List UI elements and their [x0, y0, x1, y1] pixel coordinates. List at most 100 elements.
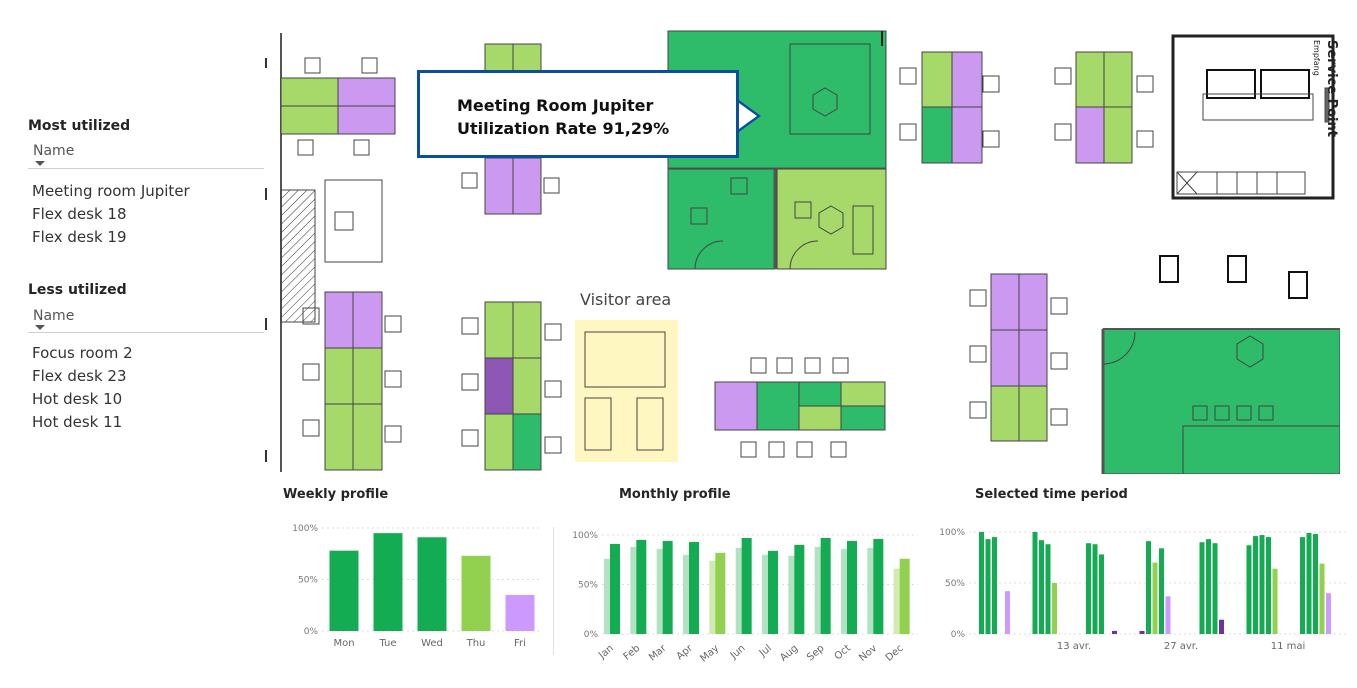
monthly-bar: [662, 540, 673, 634]
x-tick-label: Nov: [857, 643, 879, 664]
period-bar: [1306, 533, 1312, 634]
y-tick-label: 100%: [939, 528, 965, 538]
desk: [840, 381, 886, 407]
x-tick-label: Jun: [728, 643, 748, 662]
monthly-bar: [820, 537, 831, 634]
list-item[interactable]: Hot desk 11: [32, 413, 123, 431]
y-tick-label: 0%: [951, 630, 966, 640]
x-tick-label: Thu: [466, 638, 486, 649]
x-tick-label: 13 avr.: [1057, 641, 1091, 652]
most-utilized-list: Meeting room Jupiter Flex desk 18 Flex d…: [32, 180, 190, 249]
selected-period-chart: 0% 50% 100% 13 avr. 27 avr. 11 mai: [935, 510, 1350, 655]
monthly-bar-prev: [841, 548, 851, 634]
weekly-bar: [505, 594, 535, 631]
list-item[interactable]: Focus room 2: [32, 344, 133, 362]
monthly-bar: [794, 544, 805, 634]
period-bar: [1045, 544, 1051, 634]
period-bar: [1039, 540, 1044, 634]
weekly-profile-title: Weekly profile: [283, 487, 389, 502]
desk: [484, 357, 514, 415]
conference-room: [1102, 328, 1340, 474]
period-bar: [1086, 543, 1091, 634]
period-bar: [1152, 562, 1158, 634]
tooltip-utilization: Utilization Rate 91,29%: [457, 119, 670, 138]
less-utilized-list: Focus room 2 Flex desk 23 Hot desk 10 Ho…: [32, 342, 133, 434]
monthly-bar: [689, 541, 699, 634]
list-item[interactable]: Flex desk 18: [32, 205, 127, 223]
weekly-bar: [329, 550, 359, 631]
period-bar: [1259, 535, 1265, 634]
monthly-bar: [768, 550, 778, 634]
sort-caret-icon[interactable]: [35, 161, 45, 166]
y-tick-label: 0%: [584, 630, 599, 640]
monthly-bar-prev: [604, 558, 614, 634]
period-bar: [992, 537, 997, 634]
monthly-bar: [636, 539, 647, 634]
x-tick-label: Oct: [833, 643, 853, 663]
monthly-bar-prev: [867, 547, 878, 634]
divider: [28, 332, 264, 333]
period-bar: [1219, 619, 1224, 634]
desk: [921, 106, 953, 164]
weekly-bar: [417, 537, 447, 631]
x-tick-label: Sep: [805, 643, 827, 664]
list-item[interactable]: Meeting room Jupiter: [32, 182, 190, 200]
desk: [951, 106, 983, 164]
desk: [714, 381, 758, 431]
period-bar: [1272, 568, 1278, 634]
y-tick-label: 100%: [292, 524, 318, 534]
floor-plan: Service Point Empfang: [265, 28, 1340, 474]
focus-room: [667, 168, 776, 270]
period-bar: [1139, 630, 1145, 634]
monthly-bar-prev: [656, 548, 667, 634]
y-tick-label: 100%: [572, 531, 598, 541]
monthly-bar: [741, 537, 752, 634]
list-item[interactable]: Flex desk 19: [32, 228, 127, 246]
y-tick-label: 50%: [298, 576, 318, 586]
y-tick-label: 0%: [304, 627, 319, 637]
x-tick-label: May: [698, 643, 721, 665]
desk: [1103, 51, 1133, 108]
y-tick-label: 50%: [945, 579, 965, 589]
monthly-bar-prev: [683, 554, 693, 634]
desk: [921, 51, 953, 108]
desk: [756, 381, 800, 431]
period-bar: [1319, 563, 1325, 634]
weekly-bar: [461, 555, 491, 631]
monthly-profile-title: Monthly profile: [619, 487, 731, 502]
tooltip: Meeting Room Jupiter Utilization Rate 91…: [417, 70, 739, 158]
x-tick-label: Wed: [421, 638, 443, 649]
visitor-area-label: Visitor area: [580, 290, 672, 309]
monthly-bar-prev: [893, 568, 904, 634]
monthly-bar-prev: [709, 560, 720, 634]
x-tick-label: Dec: [884, 643, 906, 664]
x-tick-label: Apr: [675, 642, 696, 662]
selected-period-title: Selected time period: [975, 487, 1128, 502]
list-item[interactable]: Flex desk 23: [32, 367, 127, 385]
period-bar: [1165, 596, 1171, 634]
desk: [1075, 51, 1105, 108]
less-utilized-name-header[interactable]: Name: [33, 308, 75, 324]
most-utilized-name-header[interactable]: Name: [33, 143, 75, 159]
monthly-profile-chart: 0% 50% 100% Jan Feb Mar Apr May Jun Jul Aug Sep Oct N…: [560, 510, 925, 668]
monthly-bar: [899, 558, 910, 634]
x-tick-label: Feb: [622, 643, 643, 663]
period-bar: [979, 532, 984, 634]
desk: [798, 405, 842, 431]
weekly-bar: [373, 533, 403, 631]
period-bar: [1206, 539, 1211, 634]
desk: [951, 51, 983, 108]
monthly-bar-prev: [762, 554, 772, 634]
period-bar: [1052, 583, 1057, 634]
most-utilized-title: Most utilized: [28, 118, 131, 134]
service-point: [1171, 34, 1335, 200]
monthly-bar: [847, 540, 857, 634]
x-tick-label: Mar: [647, 642, 669, 663]
period-bar: [1212, 543, 1218, 634]
sort-caret-icon[interactable]: [35, 325, 45, 330]
list-item[interactable]: Hot desk 10: [32, 390, 123, 408]
period-bar: [1112, 630, 1117, 634]
period-bar: [985, 539, 991, 634]
period-bar: [1159, 548, 1164, 634]
x-tick-label: Mon: [333, 638, 354, 649]
